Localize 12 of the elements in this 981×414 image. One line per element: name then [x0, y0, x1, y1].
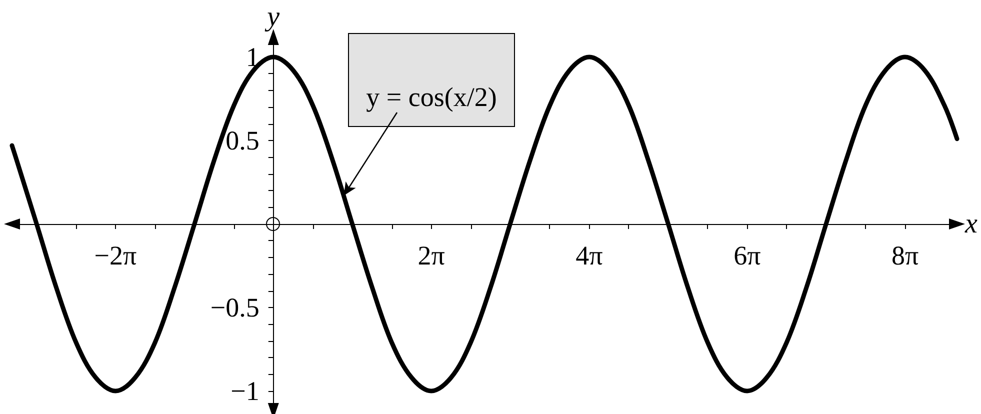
x-tick-label: 8π — [891, 240, 919, 270]
y-tick-label: 0.5 — [226, 126, 260, 156]
x-tick-label: 6π — [734, 240, 762, 270]
x-tick-label: 2π — [418, 240, 446, 270]
y-tick-label: −0.5 — [210, 292, 260, 322]
y-tick-label: −1 — [230, 376, 260, 406]
y-axis-title: y — [264, 2, 280, 32]
x-tick-label: −2π — [94, 240, 138, 270]
x-tick-label: 4π — [576, 240, 604, 270]
annotation: y = cos(x/2) — [366, 82, 497, 112]
y-tick-label: 1 — [246, 42, 260, 72]
x-axis-title: x — [964, 208, 978, 240]
